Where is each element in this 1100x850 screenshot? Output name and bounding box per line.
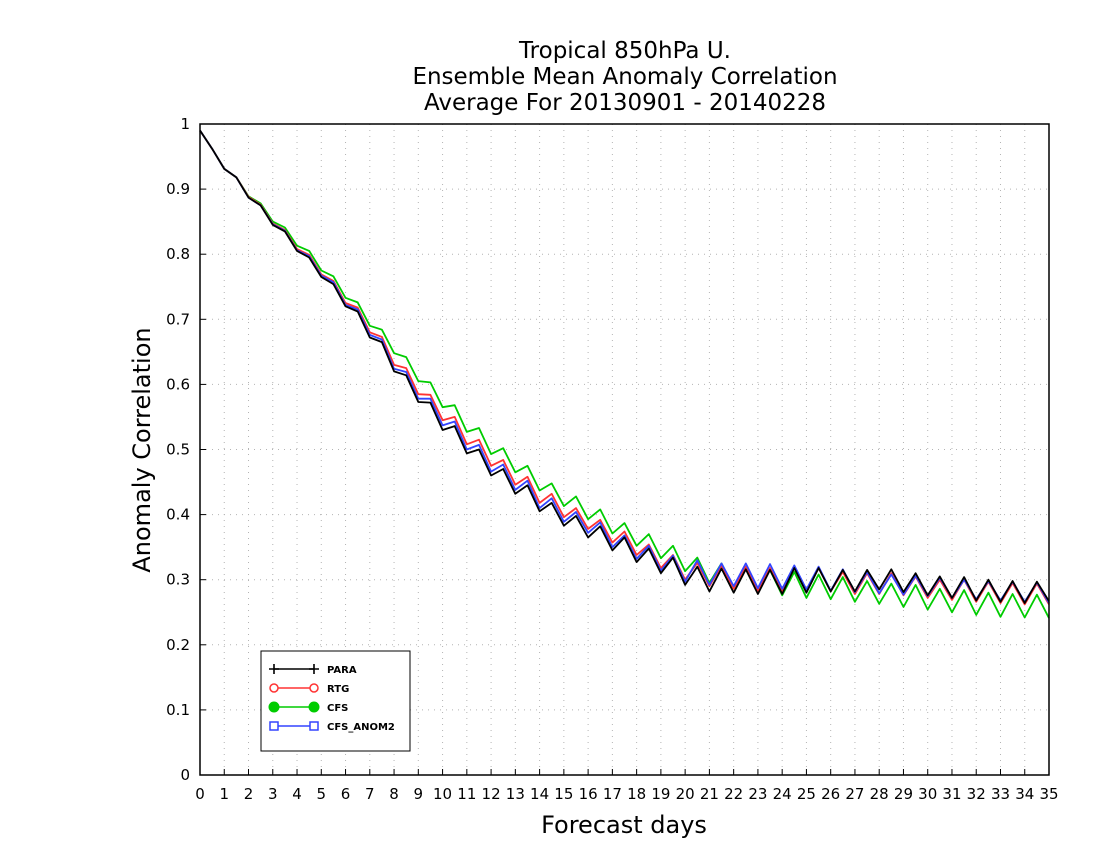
legend: PARA RTG CFS CFS_ANOM2 — [260, 650, 411, 752]
x-tick-label: 27 — [845, 785, 864, 803]
x-tick-label: 35 — [1039, 785, 1058, 803]
x-tick-label: 32 — [967, 785, 986, 803]
x-tick-label: 13 — [506, 785, 525, 803]
x-tick-label: 2 — [244, 785, 254, 803]
x-tick-label: 20 — [676, 785, 695, 803]
legend-marker-para — [269, 664, 279, 674]
legend-label-para: PARA — [327, 665, 357, 676]
x-tick-label: 11 — [457, 785, 476, 803]
chart-title-line-2: Ensemble Mean Anomaly Correlation — [412, 64, 837, 90]
legend-marker-cfs — [308, 701, 320, 713]
chart-title-line-1: Tropical 850hPa U. — [518, 38, 731, 64]
series-line-para — [199, 130, 1050, 604]
legend-label-cfs: CFS — [327, 703, 348, 714]
y-axis: 0 0.1 0.2 0.3 0.4 0.5 0.6 0.7 0.8 0.9 1 — [166, 115, 206, 784]
chart-title: Tropical 850hPa U. Ensemble Mean Anomaly… — [412, 38, 837, 116]
y-tick-label: 0.6 — [166, 375, 190, 393]
x-tick-label: 17 — [603, 785, 622, 803]
x-tick-label: 18 — [627, 785, 646, 803]
y-tick-label: 0.5 — [166, 441, 190, 459]
x-tick-label: 15 — [554, 785, 573, 803]
x-tick-label: 25 — [797, 785, 816, 803]
y-tick-label: 0.9 — [166, 180, 190, 198]
y-tick-label: 0.8 — [166, 245, 190, 263]
x-tick-label: 0 — [195, 785, 205, 803]
legend-label-rtg: RTG — [327, 684, 349, 695]
x-tick-label: 34 — [1015, 785, 1034, 803]
legend-marker-cfs-anom2 — [309, 721, 319, 731]
x-axis: 0 1 2 3 4 5 6 7 8 9 10 11 12 13 14 15 16 17 18 19 20 21 22 23 24… — [195, 769, 1059, 803]
x-tick-label: 1 — [219, 785, 229, 803]
y-tick-label: 1 — [180, 115, 190, 133]
legend-marker-rtg — [269, 683, 279, 693]
x-tick-label: 5 — [317, 785, 327, 803]
x-tick-label: 16 — [579, 785, 598, 803]
x-tick-label: 23 — [748, 785, 767, 803]
y-axis-title: Anomaly Correlation — [128, 327, 156, 572]
y-tick-label: 0 — [180, 766, 190, 784]
x-tick-label: 31 — [942, 785, 961, 803]
x-tick-label: 12 — [482, 785, 501, 803]
x-tick-label: 19 — [651, 785, 670, 803]
x-tick-label: 9 — [414, 785, 424, 803]
y-tick-label: 0.1 — [166, 701, 190, 719]
legend-marker-rtg — [309, 683, 319, 693]
x-tick-label: 14 — [530, 785, 549, 803]
legend-marker-cfs — [268, 701, 280, 713]
legend-marker-cfs-anom2 — [269, 721, 279, 731]
legend-marker-para — [309, 664, 319, 674]
x-tick-label: 30 — [918, 785, 937, 803]
x-tick-label: 24 — [773, 785, 792, 803]
x-tick-label: 6 — [341, 785, 351, 803]
y-tick-label: 0.7 — [166, 310, 190, 328]
chart-title-line-3: Average For 20130901 - 20140228 — [424, 90, 826, 116]
x-tick-label: 22 — [724, 785, 743, 803]
series-line-rtg — [199, 130, 1050, 606]
x-tick-label: 28 — [870, 785, 889, 803]
legend-box — [260, 650, 411, 752]
y-tick-label: 0.2 — [166, 636, 190, 654]
y-tick-label: 0.3 — [166, 571, 190, 589]
x-tick-label: 3 — [268, 785, 278, 803]
series-line-cfs — [199, 130, 1050, 619]
x-tick-label: 4 — [292, 785, 302, 803]
x-axis-title: Forecast days — [541, 811, 707, 839]
x-tick-label: 10 — [433, 785, 452, 803]
legend-label-cfs-anom2: CFS_ANOM2 — [327, 722, 395, 733]
x-tick-label: 7 — [365, 785, 375, 803]
x-tick-label: 33 — [991, 785, 1010, 803]
grid — [200, 124, 1049, 775]
x-tick-label: 8 — [389, 785, 399, 803]
x-tick-label: 21 — [700, 785, 719, 803]
y-tick-label: 0.4 — [166, 506, 190, 524]
x-tick-label: 29 — [894, 785, 913, 803]
series-layer — [199, 130, 1050, 619]
x-tick-label: 26 — [821, 785, 840, 803]
